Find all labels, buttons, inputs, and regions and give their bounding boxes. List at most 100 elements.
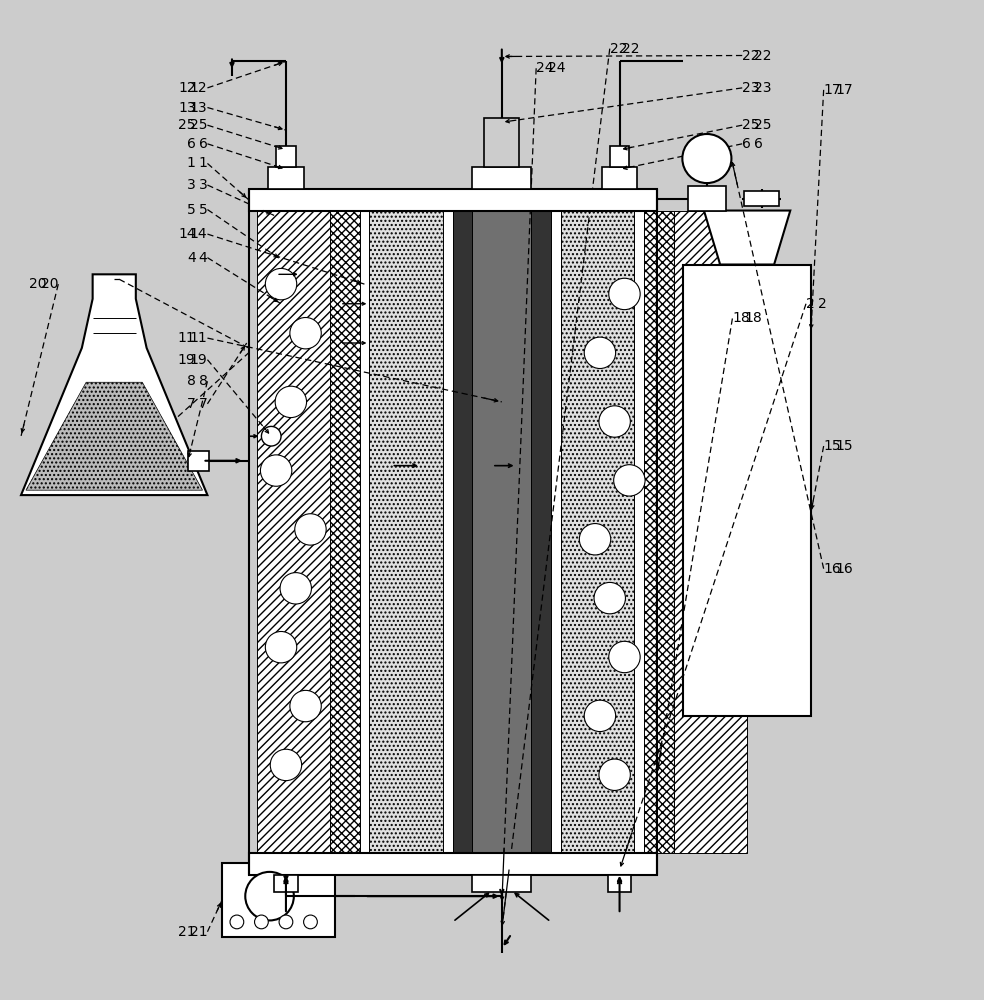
Circle shape <box>261 455 292 486</box>
Text: 22: 22 <box>754 49 771 63</box>
Text: 18: 18 <box>744 311 762 325</box>
Text: 18: 18 <box>732 311 750 325</box>
Text: 21: 21 <box>178 925 196 939</box>
Circle shape <box>580 524 611 555</box>
Circle shape <box>266 268 297 300</box>
Circle shape <box>279 915 293 929</box>
Text: 2: 2 <box>806 297 815 311</box>
Circle shape <box>584 337 616 369</box>
Text: 16: 16 <box>824 562 841 576</box>
Circle shape <box>280 573 312 604</box>
Text: 22: 22 <box>610 42 627 56</box>
Text: 22: 22 <box>622 42 639 56</box>
Text: 25: 25 <box>190 118 208 132</box>
Circle shape <box>290 317 321 349</box>
Bar <box>277 146 296 167</box>
Circle shape <box>609 278 641 310</box>
Text: 20: 20 <box>40 277 58 291</box>
Bar <box>443 211 453 853</box>
Text: 3: 3 <box>199 178 208 192</box>
Text: 7: 7 <box>199 397 208 411</box>
Text: 8: 8 <box>199 374 208 388</box>
Text: 12: 12 <box>190 81 208 95</box>
Circle shape <box>276 386 307 418</box>
Circle shape <box>290 690 321 722</box>
Polygon shape <box>21 274 208 495</box>
Text: 6: 6 <box>742 137 751 151</box>
Text: 24: 24 <box>548 61 566 75</box>
Text: 2: 2 <box>818 297 827 311</box>
Text: 13: 13 <box>178 101 196 115</box>
Text: 14: 14 <box>178 227 196 241</box>
Circle shape <box>599 406 631 437</box>
Bar <box>531 211 551 853</box>
Text: 25: 25 <box>178 118 196 132</box>
Text: 8: 8 <box>187 374 196 388</box>
Text: 1: 1 <box>199 156 208 170</box>
Text: 4: 4 <box>187 251 196 265</box>
Bar <box>188 451 210 471</box>
Text: 13: 13 <box>190 101 208 115</box>
Text: 12: 12 <box>178 81 196 95</box>
Polygon shape <box>704 211 790 265</box>
Text: 20: 20 <box>29 277 46 291</box>
Circle shape <box>594 582 626 614</box>
Text: 6: 6 <box>199 137 208 151</box>
Text: 22: 22 <box>742 49 760 63</box>
Bar <box>369 211 443 853</box>
Circle shape <box>304 915 318 929</box>
Text: 5: 5 <box>199 203 208 217</box>
Bar <box>472 167 531 189</box>
Text: 21: 21 <box>190 925 208 939</box>
Text: 7: 7 <box>187 397 196 411</box>
Bar <box>222 863 335 937</box>
Bar <box>249 853 657 875</box>
Circle shape <box>614 465 646 496</box>
Bar <box>645 211 673 853</box>
Circle shape <box>230 915 244 929</box>
Text: 6: 6 <box>187 137 196 151</box>
Bar <box>484 118 520 167</box>
Bar <box>561 211 635 853</box>
Text: 25: 25 <box>754 118 771 132</box>
Bar <box>683 265 811 716</box>
Bar <box>257 211 330 853</box>
Text: 24: 24 <box>536 61 554 75</box>
Bar <box>249 189 657 211</box>
Text: 25: 25 <box>742 118 760 132</box>
Circle shape <box>271 749 302 781</box>
Bar <box>688 186 725 211</box>
Bar <box>602 167 638 189</box>
Bar <box>610 146 630 167</box>
Circle shape <box>255 915 269 929</box>
Bar <box>453 211 472 853</box>
Text: 6: 6 <box>754 137 763 151</box>
Circle shape <box>599 759 631 790</box>
Text: 11: 11 <box>190 331 208 345</box>
Bar <box>635 211 645 853</box>
Text: 11: 11 <box>178 331 196 345</box>
Bar <box>608 875 632 892</box>
Circle shape <box>682 134 731 183</box>
Text: 17: 17 <box>824 83 841 97</box>
Text: 4: 4 <box>199 251 208 265</box>
Circle shape <box>266 631 297 663</box>
Text: 23: 23 <box>742 81 760 95</box>
Polygon shape <box>26 382 203 490</box>
Text: 17: 17 <box>835 83 853 97</box>
Bar <box>472 211 531 853</box>
Bar <box>673 211 747 853</box>
Bar <box>359 211 369 853</box>
Bar <box>551 211 561 853</box>
Circle shape <box>262 426 281 446</box>
Text: 19: 19 <box>190 353 208 367</box>
Text: 1: 1 <box>187 156 196 170</box>
Bar <box>744 191 779 206</box>
Text: 15: 15 <box>824 439 841 453</box>
Circle shape <box>609 641 641 673</box>
Circle shape <box>245 872 294 920</box>
Bar <box>330 211 359 853</box>
Text: 19: 19 <box>178 353 196 367</box>
Text: 5: 5 <box>187 203 196 217</box>
Bar <box>472 875 531 892</box>
